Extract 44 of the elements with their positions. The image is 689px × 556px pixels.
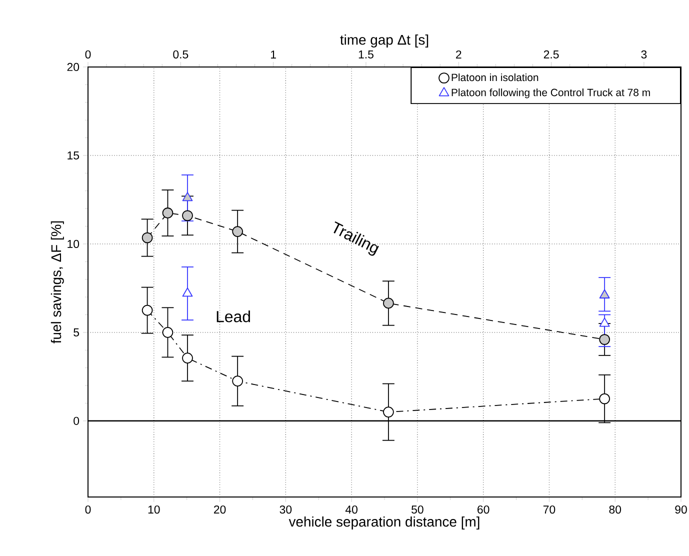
y-tick-label: 15	[68, 151, 80, 160]
y-tick-label: 0	[74, 416, 80, 425]
point	[182, 352, 193, 364]
x2-axis-title: time gap Δt [s]	[340, 34, 428, 48]
point	[599, 393, 610, 404]
point	[162, 208, 174, 218]
point	[599, 334, 610, 345]
x-tick-label: 70	[543, 505, 556, 514]
x2-tick-label: 3	[641, 50, 647, 58]
x-tick-label: 60	[478, 505, 490, 514]
point	[182, 192, 193, 202]
point	[599, 318, 610, 327]
x-tick-label: 40	[345, 505, 358, 514]
legend-label: Platoon following the Control Truck at 78 m	[452, 88, 650, 98]
point	[232, 376, 244, 387]
point	[232, 226, 244, 237]
legend-label: Platoon in isolation	[452, 73, 538, 82]
point	[383, 298, 394, 309]
x-tick-label: 90	[675, 505, 687, 514]
y-axis-title: fuel savings, ΔF [%]	[50, 221, 64, 344]
x-axis-title: vehicle separation distance [m]	[288, 516, 480, 530]
x-tick-label: 10	[148, 505, 160, 514]
x2-tick-label: 2	[456, 50, 462, 58]
point	[182, 288, 193, 297]
point	[142, 232, 153, 244]
x-tick-label: 50	[412, 505, 424, 514]
x-tick-label: 80	[609, 505, 622, 514]
point	[162, 326, 174, 338]
point	[599, 289, 610, 298]
annotation: Lead	[216, 310, 250, 322]
x2-tick-label: 1.5	[358, 50, 374, 58]
y-tick-label: 20	[67, 62, 80, 72]
x-tick-label: 30	[280, 505, 292, 514]
point	[182, 210, 193, 222]
point	[383, 406, 394, 418]
x-tick-label: 20	[214, 505, 226, 514]
y-tick-label: 5	[74, 328, 80, 336]
point	[142, 304, 153, 316]
x2-tick-label: 2.5	[544, 50, 559, 58]
x2-tick-label: 0.5	[173, 50, 188, 58]
x-tick-label: 0	[85, 505, 91, 514]
x2-tick-label: 0	[85, 50, 91, 58]
x2-tick-label: 1	[271, 50, 276, 58]
y-tick-label: 10	[68, 240, 80, 248]
